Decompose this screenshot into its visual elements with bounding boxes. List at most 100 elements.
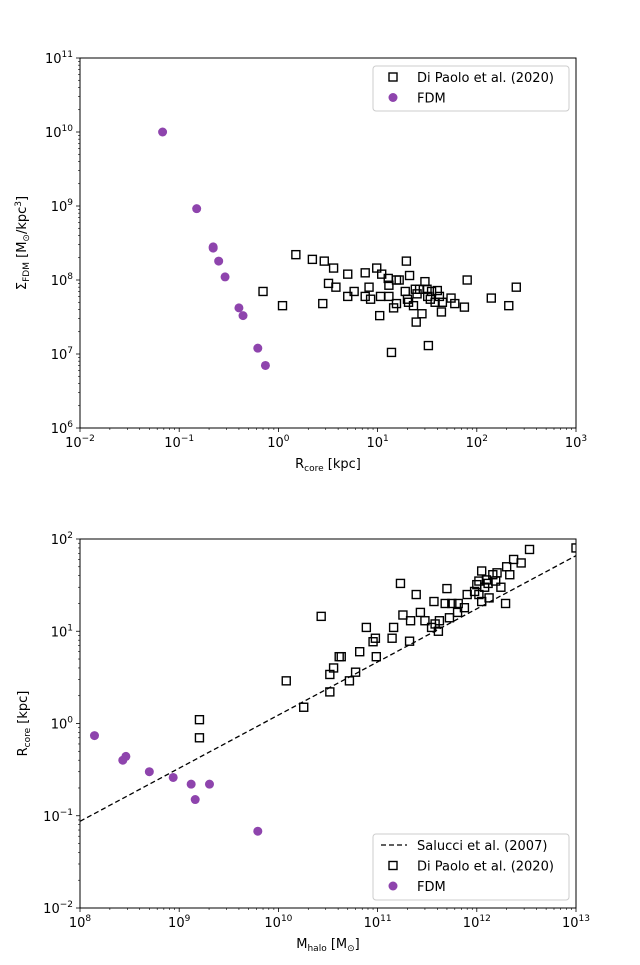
- data-point-di-paolo: [486, 293, 496, 303]
- y-tick-base: 10: [45, 52, 62, 67]
- y-label-unit: [kpc]: [16, 691, 31, 728]
- y-label-unit: [M: [15, 242, 30, 262]
- y-tick-label: 102: [51, 531, 73, 548]
- x-tick-label: 1011: [364, 914, 392, 931]
- y-tick-base: 10: [51, 422, 68, 437]
- y-tick-exp: −2: [60, 900, 73, 910]
- data-point-di-paolo: [319, 256, 329, 266]
- x-tick-base: 10: [264, 916, 281, 931]
- data-point-fdm: [234, 303, 244, 313]
- data-point-di-paolo: [307, 254, 318, 265]
- x-tick-label: 10−1: [164, 434, 194, 451]
- data-point-di-paolo: [571, 543, 576, 553]
- chart-panel-1: 10−2 10−1 100 101 102 10310610710810910101011…: [14, 50, 587, 474]
- x-tick-exp: −1: [181, 434, 194, 444]
- data-point-di-paolo: [420, 276, 430, 287]
- data-point-di-paolo: [372, 263, 382, 273]
- data-point-di-paolo: [496, 582, 506, 592]
- data-point-di-paolo: [391, 275, 402, 285]
- data-point-di-paolo: [474, 589, 484, 600]
- x-tick-label: 1013: [562, 914, 590, 931]
- data-point-di-paolo: [429, 596, 439, 607]
- data-point-di-paolo: [444, 613, 455, 623]
- data-point-di-paolo: [325, 687, 335, 697]
- x-tick-exp: 13: [579, 914, 590, 924]
- y-tick-base: 10: [51, 348, 68, 363]
- y-tick-exp: 11: [62, 50, 73, 60]
- data-point-di-paolo: [434, 291, 445, 302]
- y-label-pow: 3: [14, 201, 24, 207]
- legend: Salucci et al. (2007) Di Paolo et al. (20…: [372, 833, 570, 901]
- x-tick-exp: 2: [482, 434, 488, 444]
- y-tick-exp: 9: [67, 198, 73, 208]
- y-label-sub: FDM: [22, 262, 32, 282]
- data-point-di-paolo: [404, 636, 415, 646]
- data-point-fdm: [208, 243, 218, 253]
- data-point-di-paolo: [328, 263, 339, 273]
- plot-data: [158, 127, 521, 370]
- x-tick-label: 1012: [463, 914, 491, 931]
- data-point-di-paolo: [375, 291, 386, 302]
- x-tick-base: 10: [562, 916, 579, 931]
- x-tick-label: 102: [466, 434, 488, 451]
- data-point-di-paolo: [401, 256, 412, 266]
- data-point-di-paolo: [371, 651, 381, 662]
- data-point-di-paolo: [384, 280, 394, 290]
- data-point-di-paolo: [411, 589, 421, 600]
- x-tick-exp: 8: [85, 914, 91, 924]
- chart-panel-2: 108 109 1010 1011 1012 101310−210−1100101102M…: [16, 531, 590, 954]
- y-tick-exp: 8: [67, 272, 73, 282]
- data-point-fdm: [158, 127, 168, 137]
- data-point-di-paolo: [194, 714, 205, 725]
- x-tick-base: 10: [267, 436, 284, 451]
- data-point-di-paolo: [398, 610, 408, 620]
- x-tick-exp: 11: [380, 914, 391, 924]
- y-tick-label: 101: [51, 623, 73, 640]
- x-tick-exp: 10: [281, 914, 293, 924]
- data-point-di-paolo: [423, 340, 434, 351]
- y-tick-exp: 7: [67, 346, 73, 356]
- data-point-di-paolo: [391, 298, 402, 309]
- x-tick-base: 10: [65, 436, 82, 451]
- legend-label-fdm: FDM: [417, 92, 446, 107]
- data-point-fdm: [168, 772, 178, 782]
- data-point-di-paolo: [194, 733, 205, 743]
- data-point-di-paolo: [511, 282, 521, 292]
- x-tick-label: 109: [168, 914, 191, 931]
- legend-circle-marker: [388, 93, 398, 102]
- data-point-di-paolo: [360, 291, 370, 302]
- x-label-sun: ⊙: [347, 944, 355, 954]
- x-tick-label: 103: [565, 434, 587, 451]
- data-point-di-paolo: [331, 282, 341, 292]
- data-point-di-paolo: [432, 285, 443, 296]
- y-tick-exp: 1: [67, 623, 73, 633]
- y-tick-base: 10: [45, 126, 62, 141]
- y-tick-label: 108: [51, 272, 74, 289]
- x-label-close: ]: [355, 937, 360, 952]
- data-point-di-paolo: [404, 270, 415, 281]
- data-point-di-paolo: [452, 607, 463, 618]
- data-point-di-paolo: [459, 302, 470, 312]
- data-point-fdm: [89, 731, 99, 741]
- x-label-unit: [M: [327, 937, 347, 952]
- data-point-di-paolo: [370, 633, 381, 643]
- y-label-main: R: [16, 747, 31, 756]
- data-point-di-paolo: [365, 294, 376, 304]
- y-tick-base: 10: [51, 274, 68, 289]
- x-tick-label: 101: [366, 434, 388, 451]
- x-tick-base: 10: [164, 436, 181, 451]
- data-point-di-paolo: [395, 578, 406, 589]
- data-point-di-paolo: [450, 298, 460, 309]
- y-tick-base: 10: [43, 902, 60, 917]
- data-point-di-paolo: [343, 269, 353, 279]
- data-point-di-paolo: [291, 249, 301, 260]
- data-point-fdm: [260, 360, 270, 370]
- x-axis-label: Rcore [kpc]R_core [kpc]: [295, 457, 361, 474]
- data-point-di-paolo: [492, 568, 502, 578]
- data-point-di-paolo: [408, 300, 419, 311]
- axes-frame: [79, 57, 577, 429]
- y-tick-label: 1010: [45, 124, 73, 141]
- data-point-di-paolo: [402, 294, 413, 304]
